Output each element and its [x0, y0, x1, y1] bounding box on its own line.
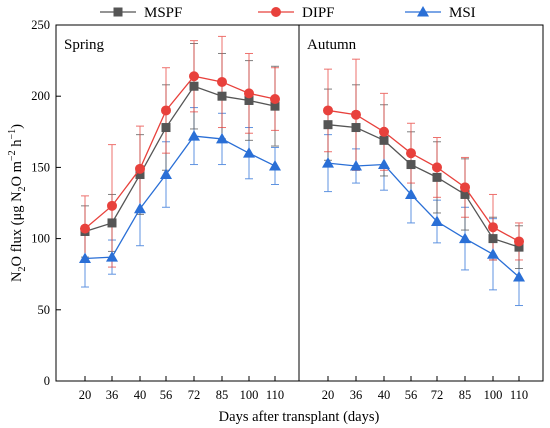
x-tick-label: 110	[266, 388, 284, 402]
data-point-msi	[269, 159, 281, 171]
data-point-dipf	[189, 71, 199, 82]
data-point-dipf	[107, 200, 117, 211]
x-axis-label: Days after transplant (days)	[219, 409, 380, 425]
legend-item-mspf: MSPF	[100, 5, 182, 21]
y-tick-label: 200	[31, 89, 50, 103]
data-point-mspf	[270, 101, 280, 111]
data-point-mspf	[244, 95, 254, 105]
data-point-mspf	[217, 91, 227, 101]
data-point-dipf	[323, 105, 333, 116]
data-point-msi	[350, 159, 362, 171]
legend-label: DIPF	[302, 5, 335, 21]
data-point-msi	[322, 157, 334, 168]
data-point-mspf	[488, 234, 498, 244]
y-tick-label: 50	[38, 303, 51, 317]
x-tick-label: 36	[106, 388, 119, 402]
data-point-dipf	[135, 163, 145, 174]
x-tick-label: 100	[484, 388, 503, 402]
data-point-dipf	[217, 76, 227, 87]
legend-item-dipf: DIPF	[258, 5, 335, 21]
data-point-msi	[487, 248, 499, 259]
data-point-mspf	[161, 123, 171, 133]
data-point-msi	[459, 232, 471, 244]
data-point-msi	[378, 158, 390, 170]
data-point-dipf	[244, 88, 254, 99]
series-line-mspf	[327, 124, 520, 248]
y-tick-label: 150	[31, 160, 50, 174]
data-point-msi	[160, 168, 172, 180]
y-tick-label: 0	[44, 374, 50, 388]
data-point-msi	[513, 271, 525, 282]
data-point-dipf	[351, 109, 361, 120]
data-point-mspf	[432, 172, 442, 182]
x-tick-label: 36	[350, 388, 363, 402]
data-point-msi	[405, 188, 417, 199]
data-point-dipf	[488, 222, 498, 233]
plot-area	[79, 35, 525, 307]
data-point-msi	[243, 147, 255, 158]
data-point-mspf	[379, 135, 389, 145]
x-tick-label: 72	[431, 388, 444, 402]
x-tick-label: 56	[405, 388, 418, 402]
x-tick-label: 20	[79, 388, 92, 402]
data-point-dipf	[432, 162, 442, 173]
data-point-dipf	[514, 236, 524, 247]
x-tick-label: 72	[188, 388, 201, 402]
x-tick-label: 20	[322, 388, 335, 402]
panel-spring	[79, 35, 281, 288]
data-point-msi	[188, 130, 200, 141]
data-point-mspf	[514, 242, 524, 252]
series-line-dipf	[327, 109, 520, 243]
y-axis-label: N2O flux (μg N2O m−2 h−1)	[7, 124, 28, 282]
data-point-dipf	[270, 94, 280, 105]
x-tick-label: 85	[216, 388, 229, 402]
data-point-mspf	[135, 170, 145, 180]
legend-marker	[271, 7, 281, 17]
x-tick-label: 85	[459, 388, 472, 402]
y-axis: 0 50 100 150 200 250	[31, 18, 61, 388]
panel-label-autumn: Autumn	[307, 37, 357, 53]
x-axis: 20 36 40 56 72 85 100 110 20 36 40 56 72 85 100 110	[79, 376, 528, 402]
data-point-mspf	[351, 123, 361, 133]
legend-item-msi: MSI	[405, 5, 476, 21]
data-point-msi	[134, 202, 146, 214]
data-point-mspf	[189, 81, 199, 91]
legend: MSPF DIPF MSI	[100, 5, 476, 21]
data-point-dipf	[161, 105, 171, 116]
data-point-dipf	[379, 126, 389, 137]
data-point-mspf	[107, 218, 117, 228]
data-point-msi	[216, 132, 228, 144]
legend-label: MSPF	[144, 5, 182, 21]
data-point-dipf	[406, 148, 416, 159]
data-point-mspf	[460, 189, 470, 199]
x-tick-label: 40	[378, 388, 391, 402]
x-tick-label: 40	[134, 388, 147, 402]
y-tick-label: 250	[31, 18, 50, 32]
data-point-dipf	[460, 182, 470, 193]
series-line-msi	[84, 135, 276, 260]
legend-label: MSI	[449, 5, 476, 21]
data-point-msi	[431, 215, 443, 227]
panel-autumn	[322, 58, 525, 307]
data-point-msi	[79, 252, 91, 264]
data-point-mspf	[323, 120, 333, 130]
data-point-dipf	[80, 223, 90, 234]
x-tick-label: 110	[510, 388, 528, 402]
legend-marker	[417, 6, 429, 17]
data-point-msi	[106, 251, 118, 262]
y-tick-label: 100	[31, 232, 50, 246]
legend-marker	[113, 7, 123, 17]
panel-label-spring: Spring	[64, 37, 105, 53]
data-point-mspf	[406, 160, 416, 170]
series-line-msi	[327, 162, 520, 278]
x-tick-label: 56	[160, 388, 173, 402]
x-tick-label: 100	[240, 388, 259, 402]
